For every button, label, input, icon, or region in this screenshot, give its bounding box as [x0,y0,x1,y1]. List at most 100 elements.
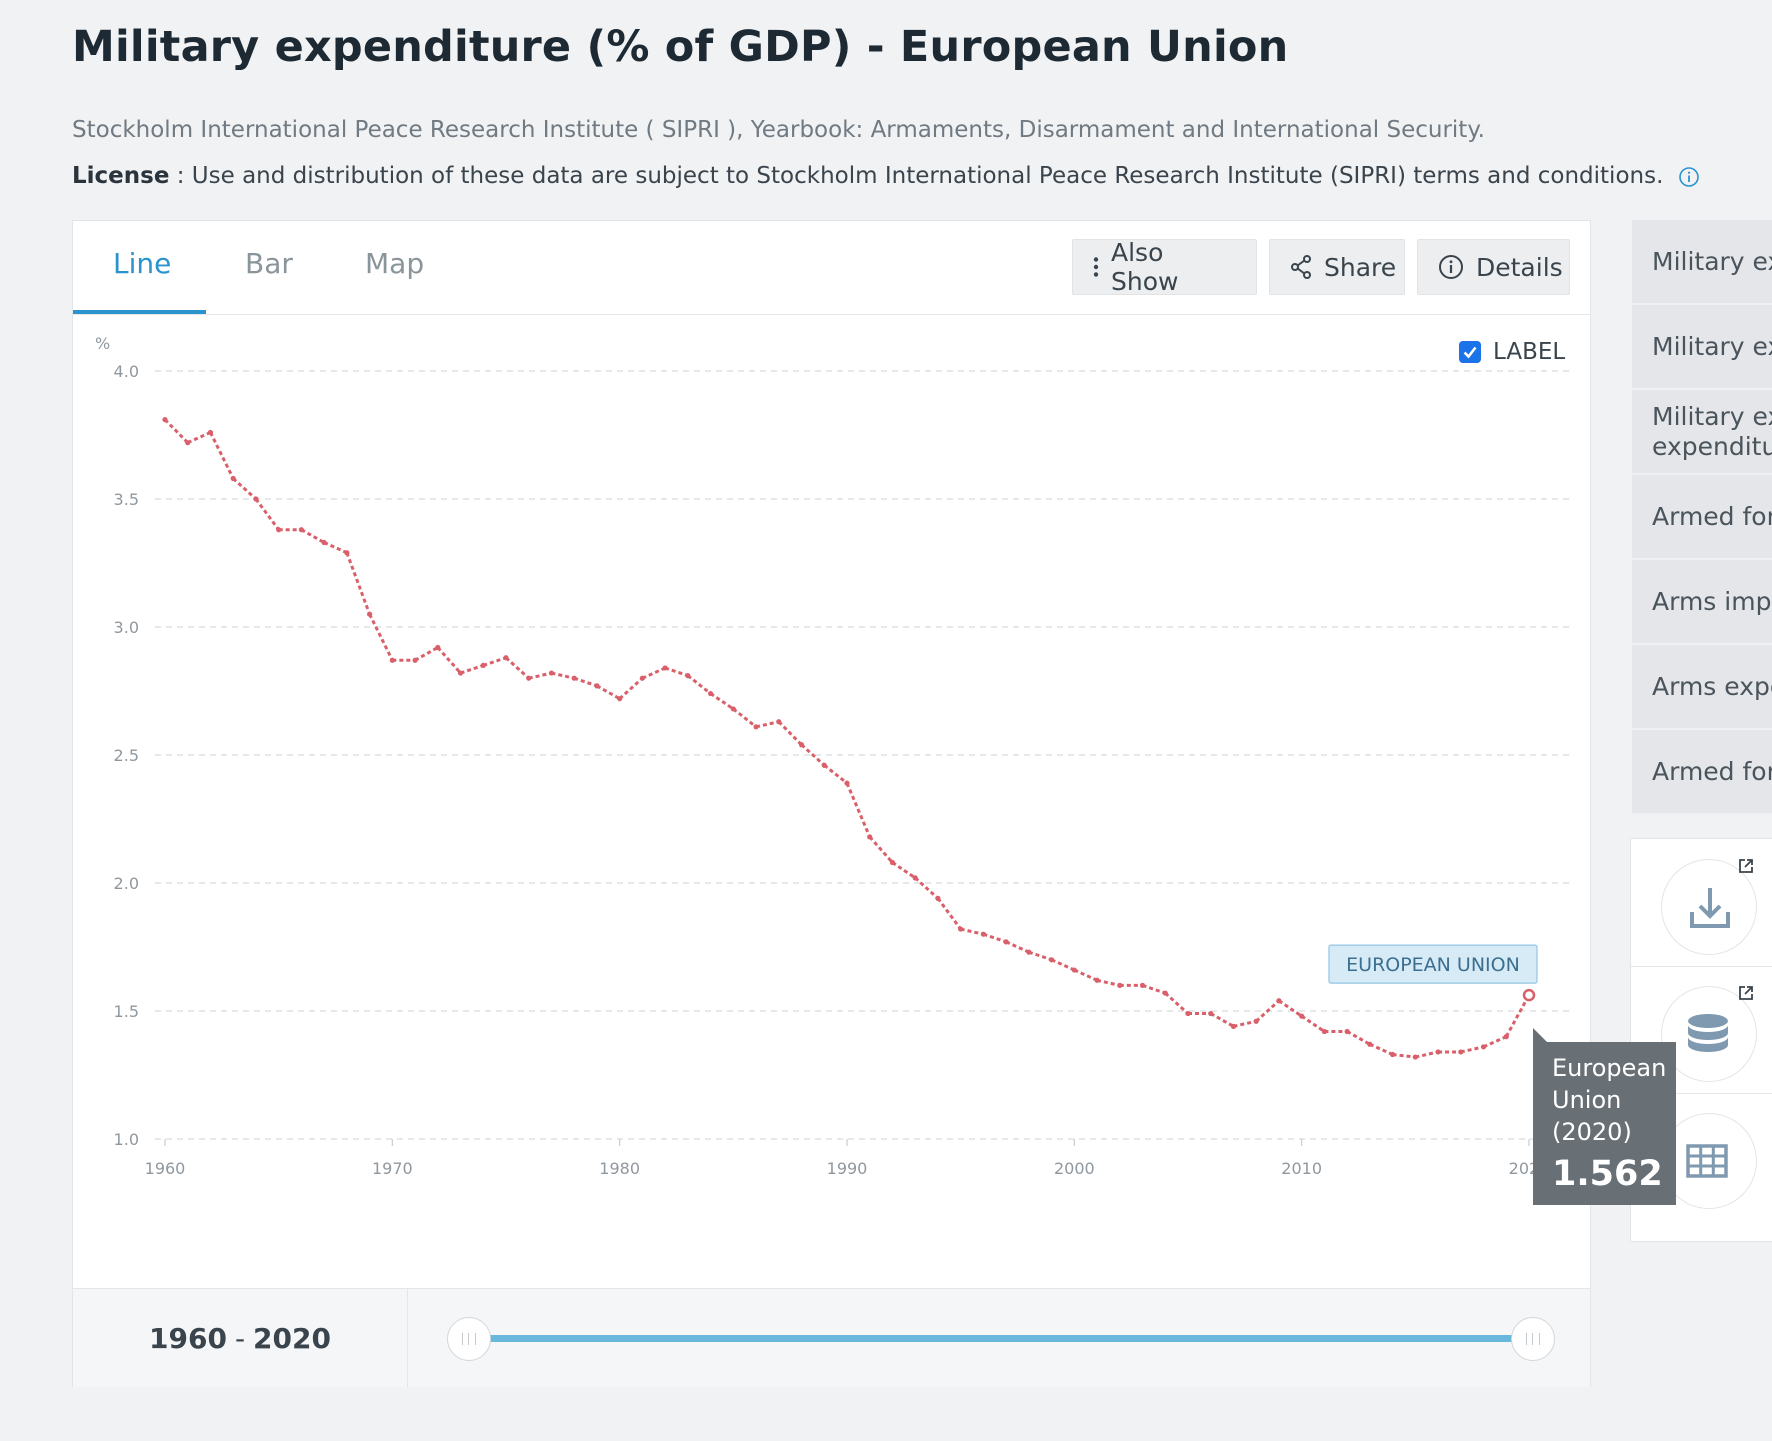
divider [1631,966,1772,967]
series-line-segment [914,876,939,900]
data-point [1367,1041,1373,1047]
data-point [958,926,964,932]
download-icon [1690,888,1730,928]
range-start: 1960 [149,1321,227,1355]
series-line-segment [232,477,257,501]
series-line-segment [1073,968,1098,982]
data-point [1162,990,1168,996]
sidebar-item-armed-forces-1[interactable]: Armed for [1632,475,1772,560]
series-line-segment [868,835,894,864]
slider-start-handle[interactable] [447,1317,491,1361]
details-button[interactable]: Details [1417,239,1570,295]
chart-card: Line Bar Map Also Show Share [72,220,1591,1387]
info-circle-icon [1439,255,1463,279]
sidebar-item-label: Arms impo [1652,587,1772,616]
data-point [1208,1010,1214,1017]
y-tick-label: 1.0 [114,1130,139,1149]
year-range-slider-track[interactable] [485,1335,1527,1342]
data-point [821,762,827,768]
series-line-segment [1369,1042,1394,1056]
data-point [708,690,714,697]
series-line-segment [1096,978,1121,987]
y-tick-label: 2.5 [114,746,139,765]
sidebar-item-military-expenditure-3[interactable]: Military exexpenditur [1632,390,1772,475]
data-point [776,719,782,725]
data-point [1344,1028,1350,1035]
page-title: Military expenditure (% of GDP) - Europe… [72,22,1289,72]
series-line-segment [1142,983,1166,995]
series-line-segment [755,720,780,729]
data-point [685,673,691,679]
sidebar-item-label: Armed for [1652,757,1772,786]
sidebar-item-armed-forces-2[interactable]: Armed for [1632,730,1772,815]
sidebar-item-military-expenditure-2[interactable]: Military ex [1632,305,1772,390]
tooltip-value: 1.562 [1552,1154,1663,1194]
x-tick-label: 2000 [1054,1159,1095,1178]
series-line-segment [960,927,984,936]
data-point [1321,1028,1327,1035]
data-point [1230,1023,1237,1029]
series-line-segment [482,656,507,667]
sidebar-item-label: Military ex [1652,332,1772,361]
x-tick-label: 1980 [599,1159,640,1178]
series-label: EUROPEAN UNION [1328,944,1538,984]
series-line-segment [1460,1045,1484,1054]
range-end: 2020 [253,1321,331,1355]
label-toggle[interactable]: LABEL [1459,339,1565,365]
series-line-segment [254,498,280,531]
data-point [548,670,555,676]
year-range-bar: 1960-2020 [73,1288,1590,1387]
series-line-segment [686,674,712,695]
data-point [594,683,600,689]
series-line-segment [936,897,962,930]
download-button[interactable] [1661,859,1757,955]
external-link-icon [1739,986,1753,1000]
data-point [1026,949,1032,955]
data-point [1503,1034,1509,1040]
tab-line[interactable]: Line [113,247,172,280]
share-button[interactable]: Share [1269,239,1405,295]
sidebar-item-arms-imports[interactable]: Arms impo [1632,560,1772,645]
data-point [480,662,486,668]
tab-map[interactable]: Map [365,247,425,280]
tab-bar[interactable]: Bar [245,247,293,280]
series-line-segment [460,663,484,675]
series-line-segment [1415,1050,1439,1059]
data-point [1435,1049,1441,1055]
y-tick-label: 2.0 [114,874,139,893]
data-point [276,527,282,533]
series-line-segment [800,743,826,767]
databank-button[interactable] [1661,986,1757,1082]
series-line-segment [664,666,689,678]
series-line-segment [891,861,917,880]
x-tick-label: 1960 [145,1159,186,1178]
series-line-segment [1482,1035,1507,1049]
details-label: Details [1476,252,1563,282]
series-line-segment [618,677,644,700]
data-point [730,706,736,712]
label-checkbox[interactable] [1459,341,1481,363]
active-tab-indicator [73,310,206,314]
info-icon[interactable] [1678,166,1700,188]
range-separator: - [234,1321,246,1355]
series-line-segment [709,692,735,711]
data-point [1390,1051,1396,1058]
data-point [457,670,464,676]
data-point [1276,998,1282,1004]
series-line-segment [1278,999,1303,1018]
data-point [980,931,987,937]
series-line-segment [982,932,1007,944]
data-point [571,675,577,681]
series-line-segment [436,646,462,675]
data-point [753,724,759,730]
x-tick-label: 2010 [1281,1159,1322,1178]
slider-end-handle[interactable] [1511,1317,1555,1361]
data-point [798,742,805,748]
series-line-segment [1255,999,1280,1023]
series-line-segment [1028,950,1053,962]
sidebar-item-military-expenditure-1[interactable]: Military ex [1632,220,1772,305]
also-show-button[interactable]: Also Show [1072,238,1257,296]
series-line-segment [323,541,348,555]
sidebar-item-arms-exports[interactable]: Arms expo [1632,645,1772,730]
y-tick-label: 4.0 [114,362,139,381]
